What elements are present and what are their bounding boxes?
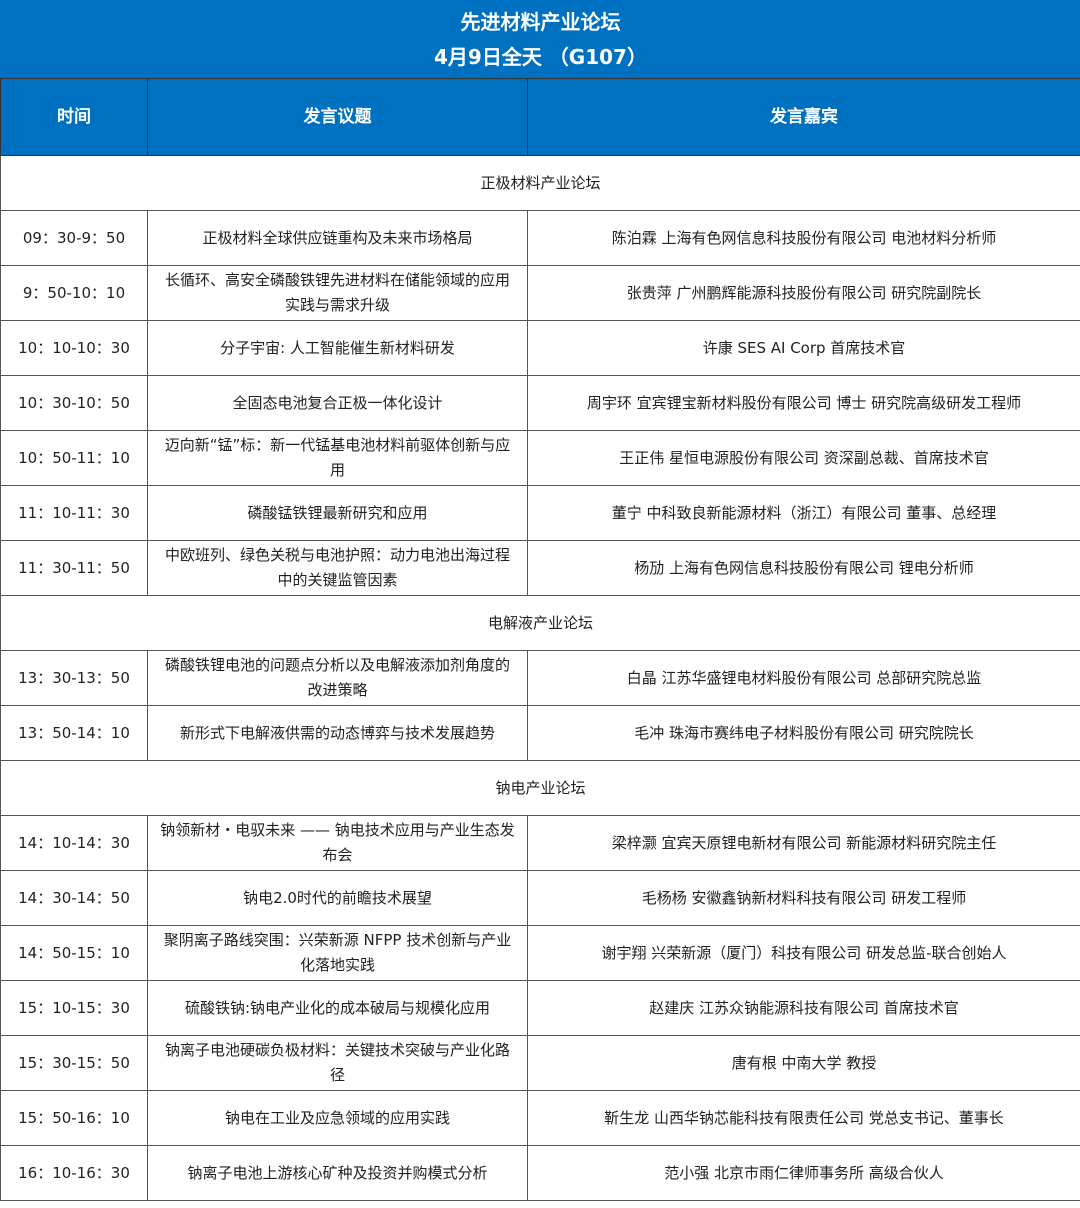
section-title: 正极材料产业论坛	[0, 155, 1080, 211]
topic-cell: 新形式下电解液供需的动态博弈与技术发展趋势	[147, 705, 528, 761]
table-row: 14：50-15：10 聚阴离子路线突围：兴荣新源 NFPP 技术创新与产业化落地…	[0, 925, 1080, 981]
table-row: 14：10-14：30 钠领新材・电驭未来 —— 钠电技术应用与产业生态发布会 梁梓…	[0, 815, 1080, 871]
table-row: 10：50-11：10 迈向新“锰”标：新一代锰基电池材料前驱体创新与应用 王正伟 …	[0, 430, 1080, 486]
time-cell: 9：50-10：10	[0, 265, 148, 321]
title-row: 先进材料产业论坛 4月9日全天 （G107）	[0, 0, 1080, 79]
speaker-cell: 王正伟 星恒电源股份有限公司 资深副总裁、首席技术官	[526, 430, 1080, 486]
speaker-cell: 毛冲 珠海市赛纬电子材料股份有限公司 研究院院长	[526, 705, 1080, 761]
time-cell: 10：10-10：30	[0, 320, 148, 376]
table-row: 15：10-15：30 硫酸铁钠:钠电产业化的成本破局与规模化应用 赵建庆 江苏众钠…	[0, 980, 1080, 1036]
time-cell: 14：30-14：50	[0, 870, 148, 926]
topic-cell: 全固态电池复合正极一体化设计	[147, 375, 528, 431]
topic-cell: 中欧班列、绿色关税与电池护照：动力电池出海过程中的关键监管因素	[147, 540, 528, 596]
speaker-cell: 梁梓灏 宜宾天原锂电新材有限公司 新能源材料研究院主任	[526, 815, 1080, 871]
table-row: 10：10-10：30 分子宇宙: 人工智能催生新材料研发 许康 SES AI Co…	[0, 320, 1080, 376]
topic-cell: 磷酸铁锂电池的问题点分析以及电解液添加剂角度的改进策略	[147, 650, 528, 706]
table-row: 09：30-9：50 正极材料全球供应链重构及未来市场格局 陈泊霖 上海有色网信息科…	[0, 210, 1080, 266]
column-header-topic: 发言议题	[147, 78, 528, 156]
section-title: 钠电产业论坛	[0, 760, 1080, 816]
time-cell: 09：30-9：50	[0, 210, 148, 266]
time-cell: 15：50-16：10	[0, 1090, 148, 1146]
topic-cell: 分子宇宙: 人工智能催生新材料研发	[147, 320, 528, 376]
table-row: 15：30-15：50 钠离子电池硬碳负极材料：关键技术突破与产业化路径 唐有根 中…	[0, 1035, 1080, 1091]
topic-cell: 迈向新“锰”标：新一代锰基电池材料前驱体创新与应用	[147, 430, 528, 486]
speaker-cell: 白晶 江苏华盛锂电材料股份有限公司 总部研究院总监	[526, 650, 1080, 706]
time-cell: 11：30-11：50	[0, 540, 148, 596]
time-cell: 15：10-15：30	[0, 980, 148, 1036]
time-cell: 10：50-11：10	[0, 430, 148, 486]
table-row: 14：30-14：50 钠电2.0时代的前瞻技术展望 毛杨杨 安徽鑫钠新材料科技有限…	[0, 870, 1080, 926]
table-row: 11：30-11：50 中欧班列、绿色关税与电池护照：动力电池出海过程中的关键监管…	[0, 540, 1080, 596]
topic-cell: 聚阴离子路线突围：兴荣新源 NFPP 技术创新与产业化落地实践	[147, 925, 528, 981]
time-cell: 14：10-14：30	[0, 815, 148, 871]
topic-cell: 硫酸铁钠:钠电产业化的成本破局与规模化应用	[147, 980, 528, 1036]
topic-cell: 长循环、高安全磷酸铁锂先进材料在储能领域的应用实践与需求升级	[147, 265, 528, 321]
section-row: 钠电产业论坛	[0, 760, 1080, 816]
topic-cell: 磷酸锰铁锂最新研究和应用	[147, 485, 528, 541]
speaker-cell: 董宁 中科致良新能源材料（浙江）有限公司 董事、总经理	[526, 485, 1080, 541]
time-cell: 11：10-11：30	[0, 485, 148, 541]
table-row: 9：50-10：10 长循环、高安全磷酸铁锂先进材料在储能领域的应用实践与需求升级…	[0, 265, 1080, 321]
topic-cell: 钠电在工业及应急领域的应用实践	[147, 1090, 528, 1146]
column-header-time: 时间	[0, 78, 148, 156]
speaker-cell: 范小强 北京市雨仁律师事务所 高级合伙人	[526, 1145, 1080, 1201]
table-row: 10：30-10：50 全固态电池复合正极一体化设计 周宇环 宜宾锂宝新材料股份有限…	[0, 375, 1080, 431]
time-cell: 16：10-16：30	[0, 1145, 148, 1201]
section-row: 电解液产业论坛	[0, 595, 1080, 651]
section-row: 正极材料产业论坛	[0, 155, 1080, 211]
table-row: 11：10-11：30 磷酸锰铁锂最新研究和应用 董宁 中科致良新能源材料（浙江）有…	[0, 485, 1080, 541]
table-row: 13：30-13：50 磷酸铁锂电池的问题点分析以及电解液添加剂角度的改进策略 白晶…	[0, 650, 1080, 706]
speaker-cell: 杨劢 上海有色网信息科技股份有限公司 锂电分析师	[526, 540, 1080, 596]
topic-cell: 钠离子电池硬碳负极材料：关键技术突破与产业化路径	[147, 1035, 528, 1091]
table-row: 16：10-16：30 钠离子电池上游核心矿种及投资并购模式分析 范小强 北京市雨仁…	[0, 1145, 1080, 1201]
forum-title-date: 4月9日全天 （G107）	[434, 44, 647, 69]
section-title: 电解液产业论坛	[0, 595, 1080, 651]
topic-cell: 钠离子电池上游核心矿种及投资并购模式分析	[147, 1145, 528, 1201]
speaker-cell: 赵建庆 江苏众钠能源科技有限公司 首席技术官	[526, 980, 1080, 1036]
topic-cell: 钠领新材・电驭未来 —— 钠电技术应用与产业生态发布会	[147, 815, 528, 871]
topic-cell: 钠电2.0时代的前瞻技术展望	[147, 870, 528, 926]
speaker-cell: 陈泊霖 上海有色网信息科技股份有限公司 电池材料分析师	[526, 210, 1080, 266]
time-cell: 15：30-15：50	[0, 1035, 148, 1091]
speaker-cell: 谢宇翔 兴荣新源（厦门）科技有限公司 研发总监-联合创始人	[526, 925, 1080, 981]
speaker-cell: 张贵萍 广州鹏辉能源科技股份有限公司 研究院副院长	[526, 265, 1080, 321]
table-row: 15：50-16：10 钠电在工业及应急领域的应用实践 靳生龙 山西华钠芯能科技有限…	[0, 1090, 1080, 1146]
speaker-cell: 唐有根 中南大学 教授	[526, 1035, 1080, 1091]
table-row: 13：50-14：10 新形式下电解液供需的动态博弈与技术发展趋势 毛冲 珠海市赛纬…	[0, 705, 1080, 761]
time-cell: 13：50-14：10	[0, 705, 148, 761]
forum-title-name: 先进材料产业论坛	[460, 9, 621, 34]
topic-cell: 正极材料全球供应链重构及未来市场格局	[147, 210, 528, 266]
speaker-cell: 许康 SES AI Corp 首席技术官	[526, 320, 1080, 376]
speaker-cell: 靳生龙 山西华钠芯能科技有限责任公司 党总支书记、董事长	[526, 1090, 1080, 1146]
speaker-cell: 周宇环 宜宾锂宝新材料股份有限公司 博士 研究院高级研发工程师	[526, 375, 1080, 431]
time-cell: 14：50-15：10	[0, 925, 148, 981]
forum-title: 先进材料产业论坛 4月9日全天 （G107）	[0, 0, 1080, 79]
time-cell: 13：30-13：50	[0, 650, 148, 706]
time-cell: 10：30-10：50	[0, 375, 148, 431]
column-header-speaker: 发言嘉宾	[526, 78, 1080, 156]
column-header-row: 时间 发言议题 发言嘉宾	[0, 78, 1080, 156]
speaker-cell: 毛杨杨 安徽鑫钠新材料科技有限公司 研发工程师	[526, 870, 1080, 926]
